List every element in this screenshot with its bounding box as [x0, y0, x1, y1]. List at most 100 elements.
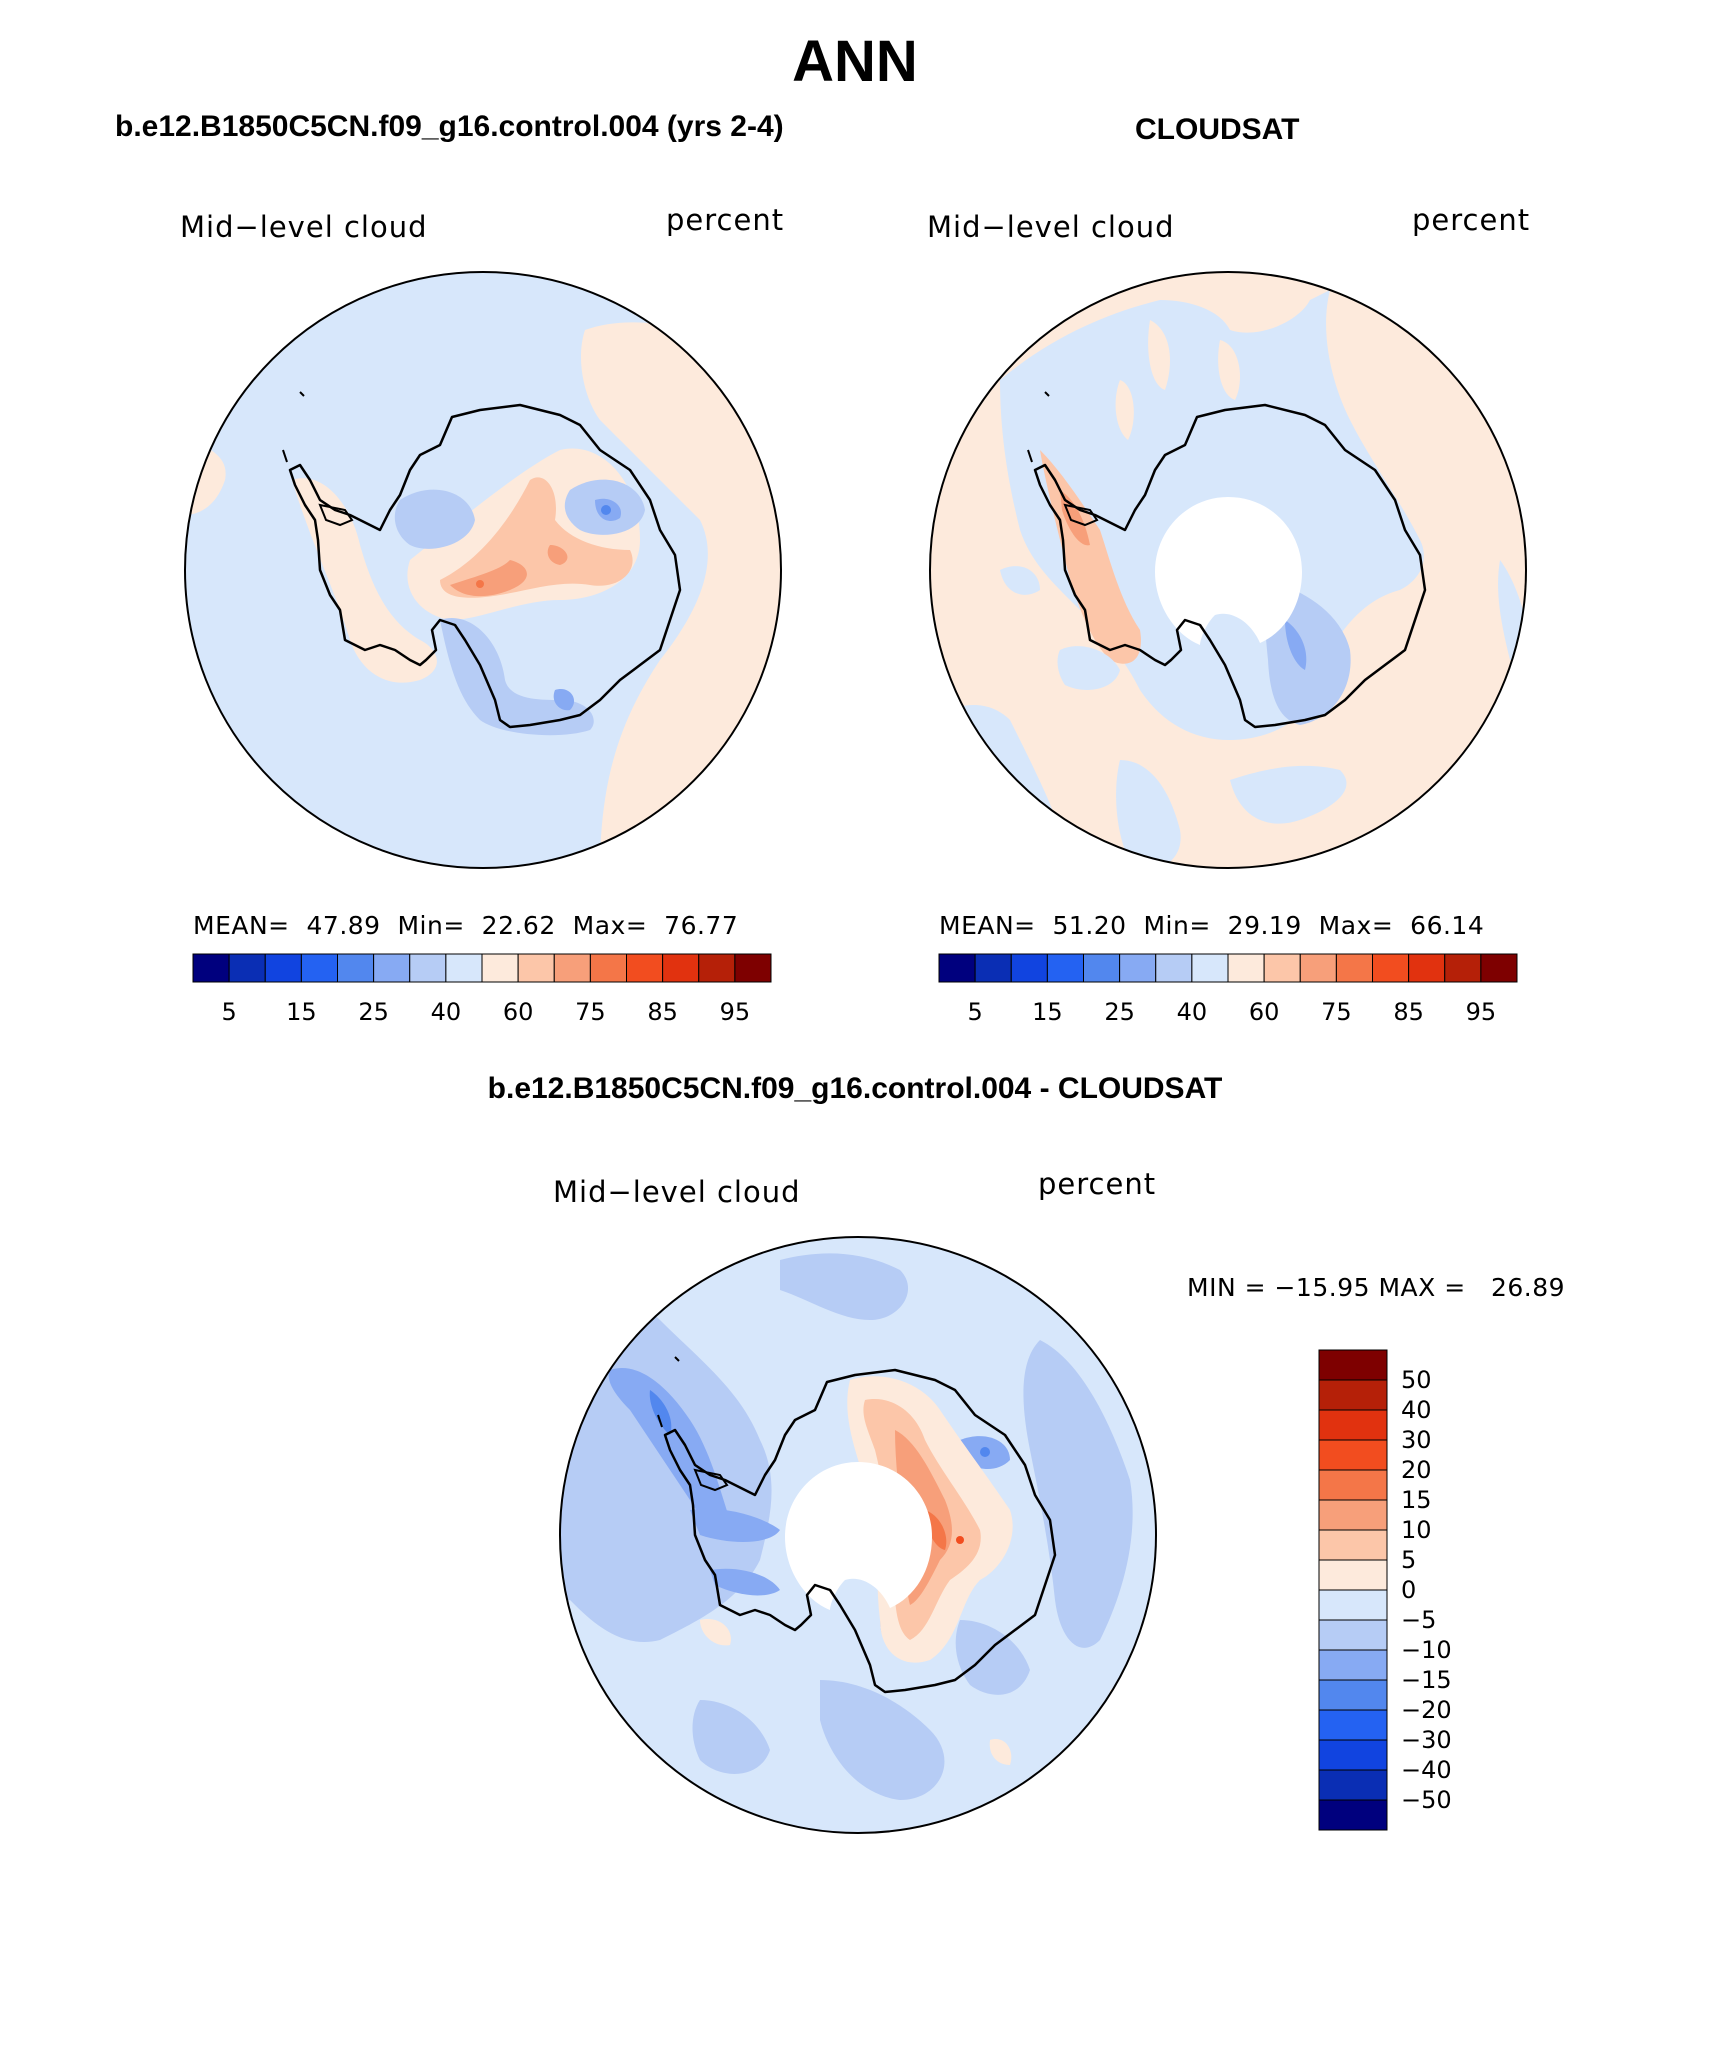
obs-colorbar-tick-label: 60 — [1249, 998, 1280, 1026]
diff-colorbar-tick-label: 50 — [1401, 1366, 1432, 1394]
diff-colorbar-swatch — [1318, 1649, 1388, 1681]
obs-colorbar-swatch — [1480, 953, 1518, 983]
model-colorbar-swatch — [264, 953, 302, 983]
model-colorbar-swatch — [373, 953, 411, 983]
diff-colorbar-tick-label: 20 — [1401, 1456, 1432, 1484]
obs-colorbar-swatch — [1119, 953, 1157, 983]
model-colorbar-swatch — [662, 953, 700, 983]
obs-colorbar-swatch — [1299, 953, 1337, 983]
diff-colorbar-swatch — [1318, 1769, 1388, 1801]
obs-missing-data-hole — [1155, 497, 1302, 645]
diff-colorbar-swatch — [1318, 1679, 1388, 1711]
diff-colorbar-tick-label: 0 — [1401, 1576, 1416, 1604]
model-region-orange-peninsula — [292, 478, 437, 683]
model-colorbar-tick-label: 75 — [575, 998, 606, 1026]
diff-colorbar-swatch — [1318, 1469, 1388, 1501]
diff-colorbar-swatch — [1318, 1619, 1388, 1651]
model-colorbar-tick-label: 95 — [720, 998, 751, 1026]
model-colorbar-swatch — [337, 953, 375, 983]
diff-colorbar-tick-label: 15 — [1401, 1486, 1432, 1514]
model-panel-title: b.e12.B1850C5CN.f09_g16.control.004 (yrs… — [115, 110, 784, 143]
model-colorbar-tick-label: 25 — [358, 998, 389, 1026]
obs-colorbar-tick-label: 25 — [1104, 998, 1135, 1026]
diff-units-label: percent — [1038, 1167, 1157, 1201]
model-colorbar-swatch — [300, 953, 338, 983]
obs-island-outline — [1063, 503, 1099, 527]
model-island-outline — [318, 503, 354, 527]
diff-colorbar-tick-label: −5 — [1401, 1606, 1436, 1634]
obs-polar-map — [929, 271, 1527, 869]
obs-units-label: percent — [1412, 203, 1531, 237]
model-polar-map — [184, 271, 782, 869]
obs-colorbar-swatch — [974, 953, 1012, 983]
obs-colorbar-swatch — [1155, 953, 1193, 983]
obs-colorbar-swatch — [1083, 953, 1121, 983]
model-colorbar-tick-label: 40 — [431, 998, 462, 1026]
model-colorbar: 5 15 25 40 60 75 85 95 — [192, 953, 772, 1026]
diff-colorbar-swatch — [1318, 1409, 1388, 1441]
diff-colorbar-tick-label: −40 — [1401, 1756, 1452, 1784]
obs-colorbar-swatch — [938, 953, 976, 983]
diff-map-border — [559, 1236, 1157, 1834]
model-colorbar-swatch — [626, 953, 664, 983]
diff-stats: MIN = −15.95 MAX = 26.89 — [1187, 1273, 1566, 1302]
diff-colorbar-tick-label: −30 — [1401, 1726, 1452, 1754]
model-region-blue-pocket — [394, 489, 475, 549]
model-colorbar-tick-label: 5 — [221, 998, 236, 1026]
diff-colorbar-swatch — [1318, 1739, 1388, 1771]
obs-colorbar-tick-label: 5 — [967, 998, 982, 1026]
model-colorbar-tick-label: 85 — [647, 998, 678, 1026]
diff-colorbar-swatch — [1318, 1709, 1388, 1741]
obs-colorbar-tick-label: 40 — [1177, 998, 1208, 1026]
diff-colorbar-swatch — [1318, 1439, 1388, 1471]
model-colorbar-swatch — [553, 953, 591, 983]
diff-colorbar-tick-label: −50 — [1401, 1786, 1452, 1814]
obs-colorbar-swatch — [1408, 953, 1446, 983]
obs-colorbar-tick-label: 95 — [1466, 998, 1497, 1026]
obs-colorbar-swatch — [1263, 953, 1301, 983]
diff-colorbar-swatch — [1318, 1589, 1388, 1621]
model-colorbar-swatch — [192, 953, 230, 983]
diff-colorbar-tick-label: −10 — [1401, 1636, 1452, 1664]
model-colorbar-swatch — [445, 953, 483, 983]
model-colorbar-swatch — [698, 953, 736, 983]
model-map-border — [184, 271, 782, 869]
diff-polar-map — [559, 1236, 1157, 1834]
obs-colorbar-swatch — [1372, 953, 1410, 983]
diff-missing-data-hole — [785, 1462, 932, 1610]
diff-colorbar-swatch — [1318, 1379, 1388, 1411]
model-colorbar-swatch — [228, 953, 266, 983]
diff-colorbar-swatch — [1318, 1799, 1388, 1831]
obs-stats: MEAN= 51.20 Min= 29.19 Max= 66.14 — [939, 911, 1485, 940]
obs-colorbar-swatch — [1227, 953, 1265, 983]
obs-colorbar-tick-label: 15 — [1032, 998, 1063, 1026]
model-variable-label: Mid−level cloud — [180, 210, 428, 244]
model-colorbar-swatch — [517, 953, 555, 983]
obs-colorbar-swatch — [1010, 953, 1048, 983]
diff-variable-label: Mid−level cloud — [553, 1175, 801, 1209]
diff-island-outline — [693, 1468, 729, 1492]
obs-map-border — [929, 271, 1527, 869]
obs-variable-label: Mid−level cloud — [927, 210, 1175, 244]
model-colorbar-swatch — [409, 953, 447, 983]
obs-colorbar-swatch — [1335, 953, 1373, 983]
diff-colorbar-swatch — [1318, 1559, 1388, 1591]
obs-colorbar-swatch — [1046, 953, 1084, 983]
model-colorbar-tick-label: 60 — [503, 998, 534, 1026]
diff-colorbar-tick-label: 30 — [1401, 1426, 1432, 1454]
diff-colorbar-tick-label: 40 — [1401, 1396, 1432, 1424]
diff-colorbar-tick-label: −15 — [1401, 1666, 1452, 1694]
obs-colorbar-swatch — [1444, 953, 1482, 983]
main-title: ANN — [792, 29, 918, 94]
model-colorbar-swatch — [589, 953, 627, 983]
obs-colorbar-tick-label: 75 — [1321, 998, 1352, 1026]
obs-colorbar: 5 15 25 40 60 75 85 95 — [938, 953, 1518, 1026]
diff-colorbar-tick-label: 10 — [1401, 1516, 1432, 1544]
model-colorbar-swatch — [734, 953, 772, 983]
diff-colorbar-swatch — [1318, 1499, 1388, 1531]
diff-colorbar-tick-label: −20 — [1401, 1696, 1452, 1724]
diff-colorbar-swatch — [1318, 1349, 1388, 1381]
model-stats: MEAN= 47.89 Min= 22.62 Max= 76.77 — [193, 911, 739, 940]
